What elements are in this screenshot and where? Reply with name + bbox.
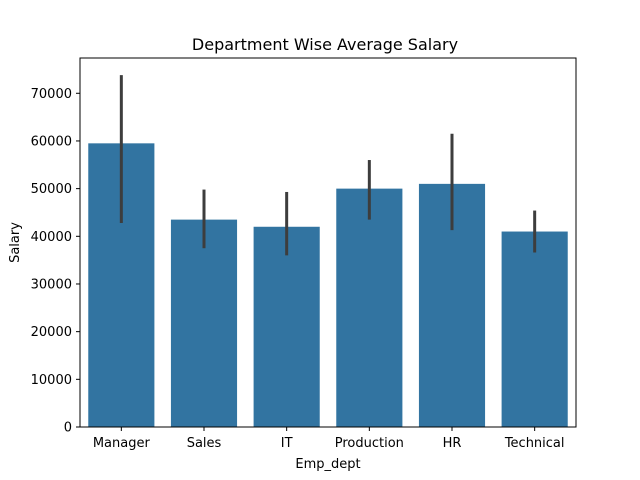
bar: [336, 188, 403, 427]
y-tick-label: 70000: [31, 87, 72, 102]
bar: [170, 219, 238, 427]
x-tick-label: HR: [443, 436, 462, 451]
error-bars-group: [119, 75, 537, 256]
x-tick-label: IT: [281, 436, 293, 451]
x-axis-label: Emp_dept: [295, 457, 360, 472]
x-tick-label: Production: [335, 436, 404, 451]
y-axis-label: Salary: [8, 222, 23, 263]
bars-group: [88, 143, 568, 427]
bar: [501, 231, 568, 427]
y-tick-label: 10000: [31, 373, 72, 388]
y-tick-label: 30000: [31, 277, 72, 292]
x-tick-label: Sales: [187, 436, 222, 451]
y-axis-ticks: 0 10000 20000 30000 40000 50000 60000 70000: [31, 87, 80, 436]
plot-frame: [79, 57, 577, 428]
y-tick-label: 20000: [31, 325, 72, 340]
y-tick-label: 0: [64, 421, 72, 436]
x-axis-ticks: Manager Sales IT Production HR Technical: [93, 427, 565, 451]
y-tick-label: 60000: [31, 134, 72, 149]
y-tick-label: 50000: [31, 182, 72, 197]
x-tick-label: Manager: [93, 436, 151, 451]
chart-title: Department Wise Average Salary: [192, 35, 458, 54]
y-tick-label: 40000: [31, 230, 72, 245]
x-tick-label: Technical: [504, 436, 565, 451]
bar: [253, 226, 320, 427]
